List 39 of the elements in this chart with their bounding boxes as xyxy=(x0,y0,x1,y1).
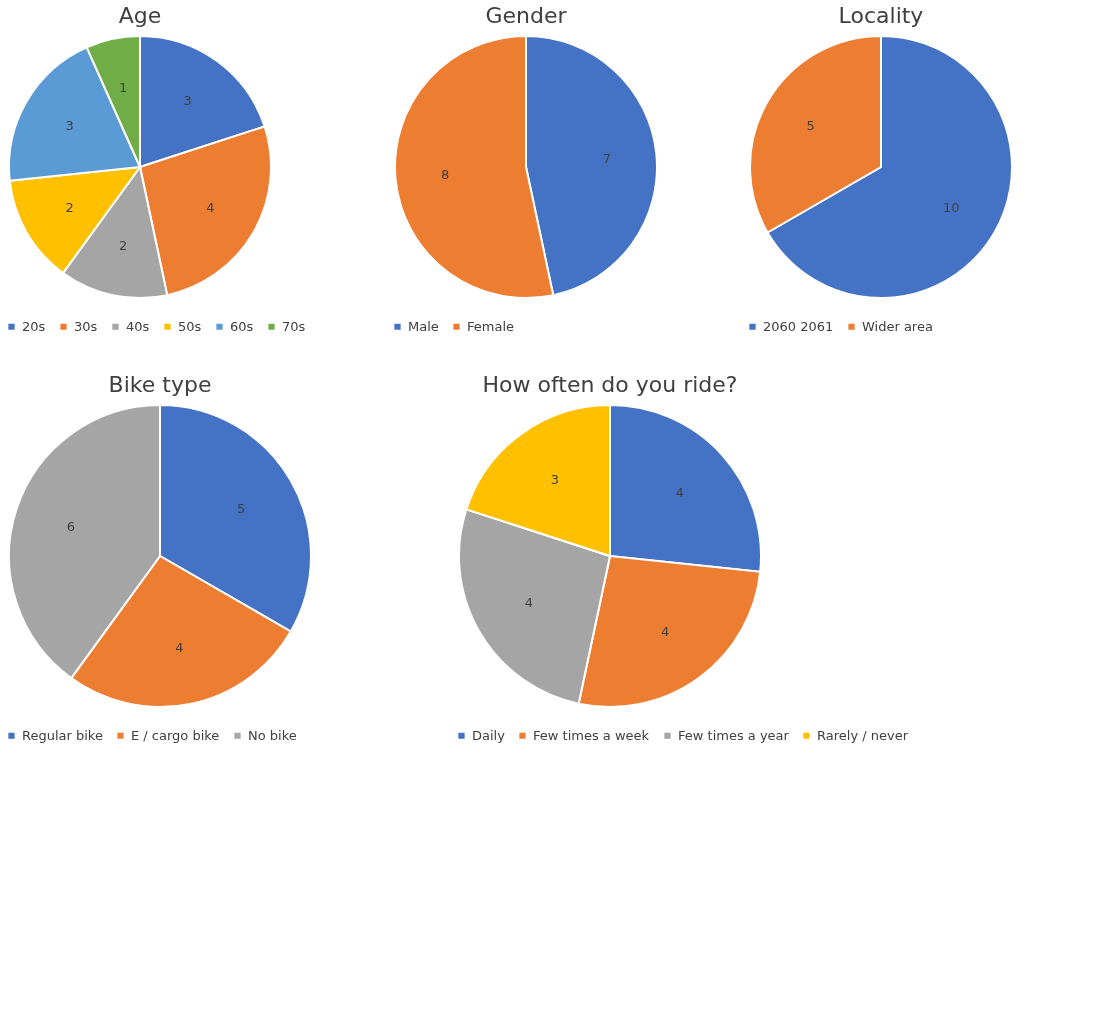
data-label: 2 xyxy=(65,199,74,215)
legend-label: Daily xyxy=(472,727,506,743)
legend-label: 20s xyxy=(22,318,46,334)
legend-label: Regular bike xyxy=(22,727,103,743)
data-label: 2 xyxy=(118,238,128,254)
legend-label: E / cargo bike xyxy=(131,727,220,743)
data-label: 3 xyxy=(65,118,74,134)
legend-label: 2060 2061 xyxy=(763,318,834,334)
chart-title: How often do you ride? xyxy=(482,372,738,397)
chart-title: Age xyxy=(118,3,162,28)
legend-label: Rarely / never xyxy=(817,727,909,743)
data-label: 10 xyxy=(943,199,960,215)
chart-title: Gender xyxy=(485,3,568,28)
legend-label: Male xyxy=(408,318,439,334)
legend-label: 70s xyxy=(282,318,306,334)
data-label: 5 xyxy=(236,501,246,517)
data-label: 5 xyxy=(806,118,815,134)
data-label: 3 xyxy=(183,93,192,109)
data-label: 4 xyxy=(175,639,184,655)
legend-label: 40s xyxy=(126,318,150,334)
legend-label: Few times a year xyxy=(678,727,790,743)
data-label: 4 xyxy=(206,199,215,215)
data-label: 7 xyxy=(602,150,611,166)
data-label: 4 xyxy=(675,485,684,501)
data-label: 6 xyxy=(66,519,76,535)
data-label: 8 xyxy=(441,167,450,183)
legend-label: Wider area xyxy=(862,318,933,334)
legend-label: Few times a week xyxy=(533,727,650,743)
legend-label: 30s xyxy=(74,318,98,334)
chart-title: Locality xyxy=(838,3,924,28)
chart-title: Bike type xyxy=(108,372,212,397)
data-label: 1 xyxy=(118,79,128,95)
legend-label: 50s xyxy=(178,318,202,334)
legend-label: 60s xyxy=(230,318,254,334)
data-label: 4 xyxy=(524,594,534,610)
legend-label: Female xyxy=(467,318,515,334)
data-label: 3 xyxy=(550,472,560,488)
data-label: 4 xyxy=(660,623,670,639)
legend-label: No bike xyxy=(248,727,297,743)
